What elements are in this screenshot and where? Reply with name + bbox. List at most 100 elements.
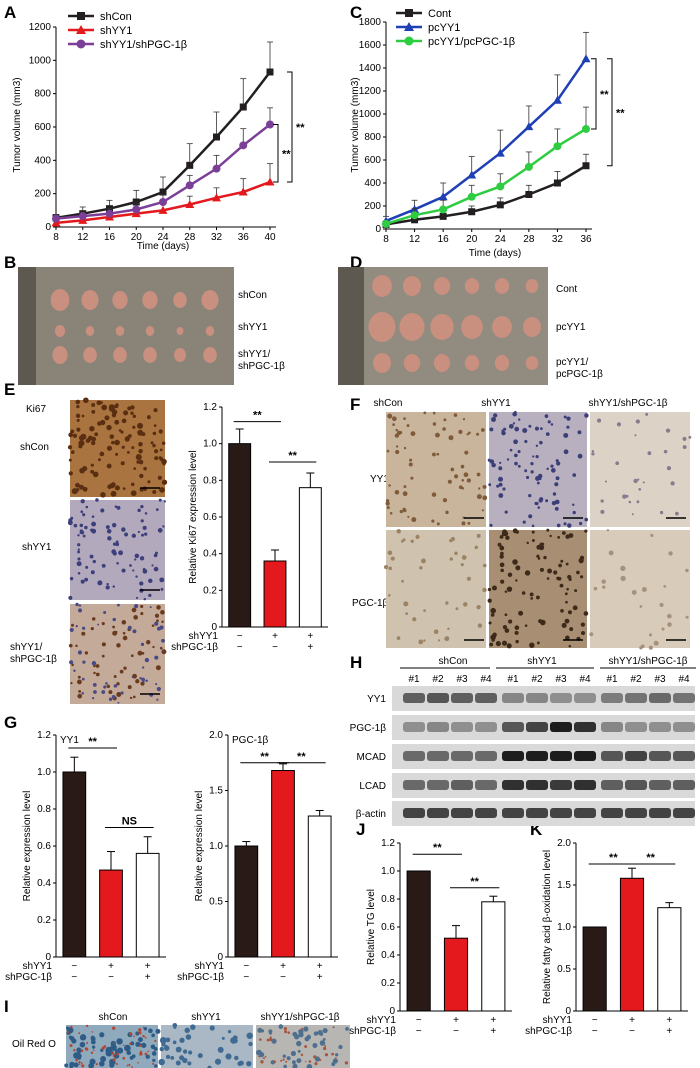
cell-dot bbox=[225, 1053, 232, 1060]
h-band bbox=[550, 751, 572, 761]
chart-a-ytick-label-0: 0 bbox=[45, 222, 51, 233]
cell-dot bbox=[578, 521, 583, 526]
cell-dot bbox=[556, 576, 560, 581]
chart-g1-ytick-label-1: 0.2 bbox=[37, 915, 51, 926]
cell-dot bbox=[135, 1041, 141, 1047]
tumor-d bbox=[368, 312, 396, 342]
cell-dot bbox=[68, 432, 74, 438]
cell-dot bbox=[306, 1063, 313, 1068]
cell-dot bbox=[387, 550, 393, 556]
cell-dot bbox=[650, 533, 654, 537]
cell-dot bbox=[564, 592, 568, 596]
cell-dot bbox=[514, 453, 518, 458]
chart-a-ytick-label-6: 1200 bbox=[29, 22, 52, 33]
cell-dot bbox=[502, 487, 506, 491]
chart-g2-sig-label-1: ** bbox=[297, 751, 306, 763]
cell-dot bbox=[498, 466, 503, 471]
chart-a: Tumor volume (mm3) Time (days) 0 200 400 60… bbox=[12, 11, 305, 252]
h-band bbox=[625, 751, 647, 761]
cell-dot bbox=[78, 608, 83, 613]
cell-dot bbox=[143, 1027, 148, 1031]
chart-a-ytick-label-4: 800 bbox=[34, 89, 51, 100]
cell-dot bbox=[496, 484, 500, 488]
panel-b-photo: shCon shYY1 shYY1/ shPGC-1β bbox=[18, 267, 285, 385]
cell-dot bbox=[635, 419, 640, 424]
chart-j-treat-s2-0: − bbox=[416, 1026, 422, 1037]
cell-dot bbox=[150, 1044, 156, 1050]
cell-dot bbox=[134, 553, 140, 559]
cell-dot bbox=[112, 542, 117, 546]
cell-dot bbox=[572, 473, 577, 477]
cell-dot bbox=[160, 610, 165, 615]
h-band bbox=[427, 751, 449, 761]
cell-dot bbox=[296, 1040, 302, 1047]
cell-dot bbox=[666, 613, 672, 619]
tumor-b bbox=[81, 290, 99, 310]
h-band bbox=[574, 780, 596, 790]
cell-dot bbox=[642, 481, 645, 484]
cell-dot bbox=[521, 591, 526, 595]
chart-a-point bbox=[266, 120, 274, 129]
tumor-b bbox=[142, 291, 158, 309]
chart-j-ytick-label-0: 0 bbox=[389, 1006, 395, 1017]
cell-dot bbox=[85, 565, 89, 569]
chart-g2-treat-row1: shYY1 bbox=[195, 961, 225, 972]
cell-dot bbox=[344, 1061, 349, 1065]
cell-dot bbox=[91, 661, 97, 666]
tumor-d bbox=[492, 316, 512, 338]
tumors-b bbox=[50, 289, 219, 364]
cell-dot bbox=[529, 592, 534, 597]
cell-dot bbox=[221, 1036, 225, 1040]
cell-dot bbox=[688, 435, 692, 439]
chart-a-point bbox=[212, 193, 221, 202]
cell-dot bbox=[95, 498, 99, 502]
panel-label-g: G bbox=[4, 713, 17, 732]
h-band bbox=[451, 780, 473, 790]
cell-dot bbox=[345, 1026, 349, 1031]
cell-dot bbox=[487, 598, 492, 603]
cell-dot bbox=[90, 440, 96, 446]
cell-dot bbox=[127, 625, 132, 630]
cell-dot bbox=[114, 439, 120, 446]
cell-dot bbox=[453, 413, 458, 417]
chart-a-legend-label-1: shYY1 bbox=[100, 25, 132, 37]
chart-g2-title: PGC-1β bbox=[232, 735, 269, 746]
chart-e-treat-s1-2: + bbox=[307, 631, 313, 642]
cell-dot bbox=[515, 530, 519, 534]
chart-k-ytick-label-1: 0.5 bbox=[557, 964, 571, 975]
cell-dot bbox=[264, 1055, 267, 1058]
cell-dot bbox=[138, 459, 144, 465]
cell-dot bbox=[278, 1024, 284, 1029]
h-band bbox=[601, 751, 623, 761]
cell-dot bbox=[160, 587, 164, 591]
cell-dot bbox=[283, 1030, 288, 1034]
cell-dot bbox=[257, 1027, 263, 1033]
cell-dot bbox=[287, 1031, 291, 1034]
cell-dot bbox=[127, 685, 132, 690]
f-col-2: shYY1 bbox=[481, 398, 511, 409]
cell-dot bbox=[115, 452, 119, 456]
cell-dot bbox=[490, 634, 496, 641]
cell-dot bbox=[105, 682, 108, 685]
cell-dot bbox=[503, 427, 507, 431]
tumor-b bbox=[203, 347, 217, 363]
cell-dot bbox=[238, 1060, 244, 1066]
panel-e-images: Ki67 shCon shYY1 shYY1/ shPGC-1β bbox=[10, 397, 168, 704]
cell-dot bbox=[663, 449, 668, 454]
h-band bbox=[403, 693, 425, 703]
cell-dot bbox=[566, 425, 570, 429]
cell-dot bbox=[600, 499, 604, 503]
cell-dot bbox=[97, 623, 100, 626]
chart-j-ytick-label-1: 0.2 bbox=[381, 978, 395, 989]
chart-e-bar-0 bbox=[228, 443, 252, 628]
cell-dot bbox=[563, 522, 567, 526]
cell-dot bbox=[128, 434, 132, 438]
cell-dot bbox=[535, 455, 539, 459]
cell-dot bbox=[584, 517, 589, 522]
cell-dot bbox=[73, 1062, 79, 1068]
cell-dot bbox=[541, 542, 545, 546]
cell-dot bbox=[80, 499, 85, 504]
cell-dot bbox=[528, 514, 533, 519]
cell-dot bbox=[490, 613, 495, 617]
